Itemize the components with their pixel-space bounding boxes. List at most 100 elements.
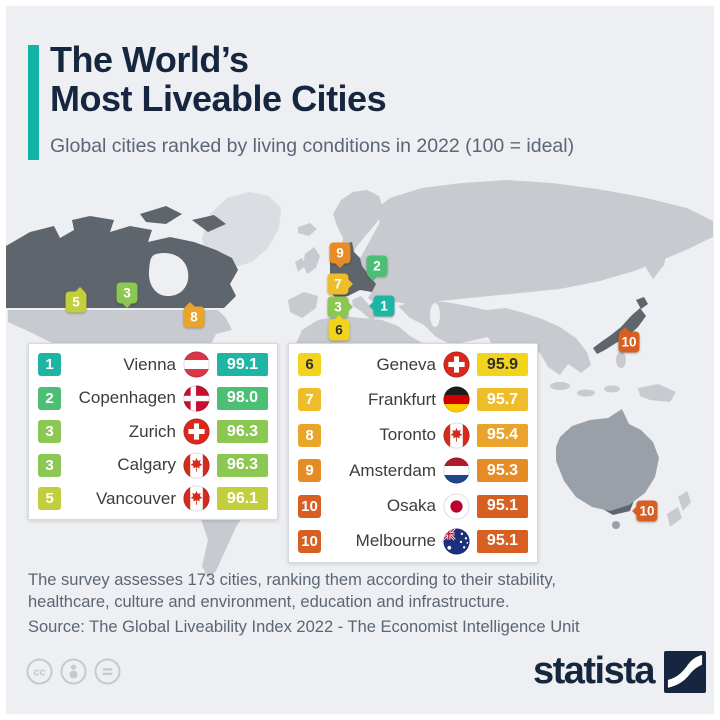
- switzerland-flag-icon: [443, 351, 470, 378]
- statista-logo[interactable]: statista: [533, 650, 706, 693]
- marker-rank-label: 9: [336, 245, 344, 261]
- score-badge: 95.7: [477, 388, 528, 412]
- ranking-table-left: 1 Vienna 99.1 2 Copenhagen 98.0 3 Zurich 96.3 3 Ca…: [28, 343, 278, 520]
- score-badge: 96.3: [217, 453, 268, 477]
- ranking-table-right: 6 Geneva 95.9 7 Frankfurt 95.7 8 Toronto 95.4 9 Am…: [288, 343, 538, 563]
- license-icons: cc: [26, 658, 121, 685]
- greenland-shape: [202, 192, 281, 268]
- score-badge: 95.1: [477, 529, 528, 553]
- score-badge: 96.1: [217, 487, 268, 510]
- australia-flag-icon: [443, 528, 470, 555]
- marker-rank-label: 2: [373, 258, 381, 274]
- city-name: Vancouver: [95, 488, 176, 508]
- city-name: Geneva: [376, 354, 436, 374]
- iceland-shape: [298, 223, 317, 236]
- map-marker-vancouver: 5: [65, 287, 87, 313]
- rank-badge: 3: [38, 420, 61, 443]
- page-title: The World’s Most Liveable Cities: [50, 39, 387, 119]
- city-name: Amsterdam: [349, 460, 436, 480]
- table-row: 1 Vienna 99.1: [38, 351, 268, 378]
- rank-badge: 1: [38, 353, 61, 376]
- map-marker-zurich: 3: [327, 296, 353, 318]
- table-row: 8 Toronto 95.4: [298, 422, 528, 449]
- page-subtitle: Global cities ranked by living condition…: [50, 135, 575, 157]
- hudson-bay: [148, 252, 189, 296]
- rank-badge: 8: [298, 423, 321, 447]
- switzerland-flag-icon: [183, 418, 210, 445]
- marker-rank-label: 8: [190, 309, 198, 325]
- svg-text:cc: cc: [33, 667, 45, 679]
- score-badge: 98.0: [217, 386, 268, 410]
- australia-shape: [556, 409, 659, 511]
- marker-rank-label: 5: [72, 294, 80, 310]
- city-name: Calgary: [117, 455, 176, 474]
- rank-badge: 9: [298, 459, 321, 483]
- attribution-icon[interactable]: [60, 658, 87, 685]
- city-name: Melbourne: [355, 531, 436, 551]
- city-name: Copenhagen: [78, 388, 176, 407]
- italy-shape: [352, 296, 377, 321]
- table-row: 10 Osaka 95.1: [298, 493, 528, 520]
- japan-shape: [593, 308, 646, 354]
- map-marker-calgary: 3: [116, 282, 138, 308]
- rank-badge: 10: [298, 494, 321, 518]
- map-marker-osaka: 10: [618, 327, 640, 353]
- canada-flag-icon: [183, 451, 210, 479]
- score-badge: 95.4: [477, 423, 528, 447]
- city-name: Toronto: [379, 425, 436, 445]
- city-name: Vienna: [123, 354, 176, 374]
- map-marker-melbourne: 10: [632, 500, 658, 522]
- city-name: Osaka: [386, 496, 436, 516]
- creative-commons-icon[interactable]: cc: [26, 658, 53, 685]
- canada-flag-icon: [183, 485, 210, 512]
- austria-flag-icon: [183, 351, 210, 378]
- south-asia-shape: [398, 300, 591, 375]
- marker-rank-label: 3: [123, 285, 131, 301]
- source-line: Source: The Global Liveability Index 202…: [28, 618, 580, 636]
- uk-shape: [303, 247, 320, 274]
- denmark-flag-icon: [183, 384, 210, 412]
- city-name: Zurich: [128, 421, 176, 441]
- table-row: 9 Amsterdam 95.3: [298, 457, 528, 484]
- rank-badge: 3: [38, 453, 61, 477]
- map-marker-toronto: 8: [183, 302, 205, 328]
- rank-badge: 5: [38, 487, 61, 510]
- canada-flag-icon: [443, 422, 470, 449]
- rank-badge: 6: [298, 353, 321, 376]
- score-badge: 95.9: [477, 353, 528, 376]
- survey-note: The survey assesses 173 cities, ranking …: [28, 571, 556, 611]
- iberia-shape: [288, 292, 318, 318]
- map-marker-copenhagen: 2: [366, 255, 388, 281]
- map-marker-amsterdam: 9: [329, 242, 351, 268]
- marker-rank-label: 1: [380, 298, 388, 314]
- marker-rank-label: 7: [334, 276, 342, 292]
- map-marker-frankfurt: 7: [327, 273, 353, 295]
- rank-badge: 10: [298, 529, 321, 553]
- marker-rank-label: 3: [334, 299, 342, 315]
- table-row: 5 Vancouver 96.1: [38, 485, 268, 512]
- germany-flag-icon: [443, 386, 470, 413]
- scandinavia-shape: [333, 190, 383, 258]
- asia-shape: [358, 180, 713, 305]
- table-row: 2 Copenhagen 98.0: [38, 384, 268, 412]
- marker-rank-label: 6: [335, 322, 343, 338]
- statista-logo-icon: [664, 650, 706, 693]
- marker-rank-label: 10: [621, 334, 637, 350]
- title-accent-bar: [28, 45, 39, 160]
- new-zealand-shape: [678, 491, 691, 511]
- score-badge: 95.1: [477, 494, 528, 518]
- table-row: 6 Geneva 95.9: [298, 351, 528, 378]
- map-marker-geneva: 6: [328, 315, 350, 341]
- netherlands-flag-icon: [443, 457, 470, 484]
- japan-flag-icon: [443, 493, 470, 520]
- no-derivatives-icon[interactable]: [94, 658, 121, 685]
- statista-wordmark: statista: [532, 650, 656, 692]
- city-name: Frankfurt: [367, 389, 436, 409]
- rank-badge: 2: [38, 386, 61, 410]
- rank-badge: 7: [298, 388, 321, 412]
- marker-rank-label: 10: [639, 503, 655, 519]
- table-row: 7 Frankfurt 95.7: [298, 386, 528, 413]
- table-row: 3 Calgary 96.3: [38, 451, 268, 479]
- score-badge: 99.1: [217, 353, 268, 376]
